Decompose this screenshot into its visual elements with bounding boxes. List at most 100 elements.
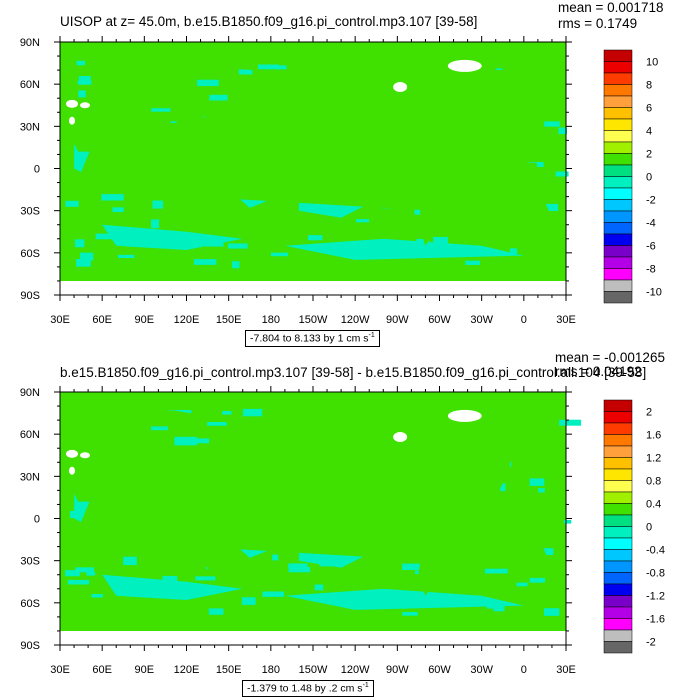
top-x-tick-label: 90E xyxy=(135,314,155,326)
bottom-negative-cell xyxy=(516,582,528,587)
top-x-tick-label: 120E xyxy=(174,314,200,326)
top-negative-cell xyxy=(465,260,481,265)
bottom-negative-cell xyxy=(75,567,94,573)
bottom-negative-cell xyxy=(559,419,582,426)
bottom-negative-cell xyxy=(288,567,311,573)
bottom-negative-cell xyxy=(195,576,216,581)
bottom-missing-persian-gulf xyxy=(69,466,75,475)
top-negative-cell xyxy=(228,243,248,249)
top-colorbar-box xyxy=(603,141,633,154)
top-land-region xyxy=(178,184,233,222)
bottom-x-tick-label: 60W xyxy=(428,664,451,676)
bottom-colorbar-box xyxy=(603,457,633,470)
bottom-negative-cell xyxy=(363,600,383,606)
top-negative-cell xyxy=(75,239,85,248)
top-colorbar-label: -6 xyxy=(646,241,656,253)
top-x-tick-label: 150W xyxy=(299,314,328,326)
top-colorbar-box xyxy=(603,233,633,246)
bottom-colorbar-box xyxy=(603,480,633,493)
bottom-negative-cell xyxy=(402,563,422,570)
bottom-x-tick-label: 60E xyxy=(92,664,112,676)
bottom-missing-aral xyxy=(80,452,90,459)
top-y-tick-label: 0 xyxy=(34,164,40,176)
top-colorbar-box xyxy=(603,210,633,223)
top-range-text: -7.804 to 8.133 by 1 cm s xyxy=(250,332,369,345)
top-missing-persian-gulf xyxy=(69,116,75,125)
bottom-negative-cell xyxy=(262,591,284,597)
bottom-negative-cell xyxy=(385,598,409,606)
top-x-tick-label: 90W xyxy=(386,314,409,326)
bottom-colorbar-box xyxy=(603,618,633,631)
top-colorbar: 10 8 6 4 2 0 -2 -4 -6 -8 -10 xyxy=(603,49,662,304)
top-colorbar-box xyxy=(603,107,633,120)
bottom-colorbar-label: -2 xyxy=(646,637,656,649)
bottom-negative-cell xyxy=(486,604,501,609)
top-rms-text: rms = 0.1749 xyxy=(558,16,638,31)
bottom-negative-cell xyxy=(288,563,308,569)
top-panel: UISOP at z= 45.0m, b.e15.B1850.f09_g16.p… xyxy=(20,0,664,347)
top-negative-cell xyxy=(65,200,79,207)
top-negative-cell xyxy=(238,69,253,75)
bottom-x-tick-label: 30W xyxy=(470,664,493,676)
bottom-colorbar-box xyxy=(603,422,633,435)
top-colorbar-label: -4 xyxy=(646,218,656,230)
bottom-negative-cell xyxy=(243,408,263,417)
top-x-tick-label: 60E xyxy=(92,314,112,326)
bottom-y-tick-label: 0 xyxy=(34,514,40,526)
bottom-negative-cell xyxy=(69,510,85,519)
bottom-missing-hudson-bay xyxy=(393,431,408,442)
bottom-colorbar-box xyxy=(603,606,633,619)
bottom-x-tick-label: 0 xyxy=(521,664,527,676)
bottom-colorbar: 2 1.6 1.2 0.8 0.4 0 -0.4 -0.8 -1.2 -1.6 -2 xyxy=(603,399,665,654)
top-negative-cell xyxy=(544,121,560,127)
bottom-x-tick-label: 90W xyxy=(386,664,409,676)
top-negative-cell xyxy=(332,247,343,253)
top-missing-aral xyxy=(80,102,90,109)
top-land-region xyxy=(60,60,559,166)
top-colorbar-box xyxy=(603,153,633,166)
bottom-missing-greenland xyxy=(447,409,482,422)
bottom-negative-cell xyxy=(538,488,545,493)
bottom-negative-cell xyxy=(563,520,572,524)
bottom-land-region xyxy=(178,534,233,572)
top-y-tick-label: 60N xyxy=(20,79,40,91)
top-colorbar-box xyxy=(603,176,633,189)
top-negative-cell xyxy=(416,238,430,247)
bottom-range-text: -1.379 to 1.48 by .2 cm s xyxy=(247,682,363,695)
top-colorbar-box xyxy=(603,187,633,200)
top-negative-cell xyxy=(232,261,240,269)
bottom-x-tick-label: 150W xyxy=(299,664,328,676)
bottom-y-tick-label: 60S xyxy=(20,598,40,610)
bottom-rms-text: rms = 0.04192 xyxy=(555,364,642,379)
top-colorbar-box xyxy=(603,268,633,281)
bottom-colorbar-box xyxy=(603,595,633,608)
top-colorbar-box xyxy=(603,222,633,235)
top-negative-cell xyxy=(307,235,323,241)
top-negative-patch xyxy=(284,238,524,260)
top-missing-hudson-bay xyxy=(393,81,408,92)
bottom-negative-cell xyxy=(123,556,137,566)
top-colorbar-box xyxy=(603,95,633,108)
bottom-colorbar-label: 0.4 xyxy=(646,499,661,511)
bottom-colorbar-box xyxy=(603,572,633,585)
top-x-tick-label: 30E xyxy=(50,314,70,326)
top-x-tick-label: 60W xyxy=(428,314,451,326)
bottom-colorbar-label: 2 xyxy=(646,407,652,419)
top-missing-greenland xyxy=(447,59,482,72)
top-negative-cell xyxy=(76,60,86,66)
top-panel-title: UISOP at z= 45.0m, b.e15.B1850.f09_g16.p… xyxy=(60,14,478,29)
bottom-colorbar-label: 1.6 xyxy=(646,430,661,442)
top-mean-text: mean = 0.001718 xyxy=(558,0,664,15)
top-y-tick-label: 90N xyxy=(20,37,40,49)
bottom-colorbar-label: -1.6 xyxy=(646,614,665,626)
bottom-negative-cell xyxy=(185,438,210,444)
top-colorbar-label: 0 xyxy=(646,172,652,184)
bottom-x-tick-label: 150E xyxy=(216,664,242,676)
bottom-colorbar-box xyxy=(603,491,633,504)
bottom-negative-cell xyxy=(314,584,324,591)
bottom-negative-cell xyxy=(484,568,508,574)
top-colorbar-label: -2 xyxy=(646,195,656,207)
bottom-colorbar-box xyxy=(603,468,633,481)
bottom-negative-cell xyxy=(86,571,96,576)
bottom-negative-cell xyxy=(241,597,256,605)
